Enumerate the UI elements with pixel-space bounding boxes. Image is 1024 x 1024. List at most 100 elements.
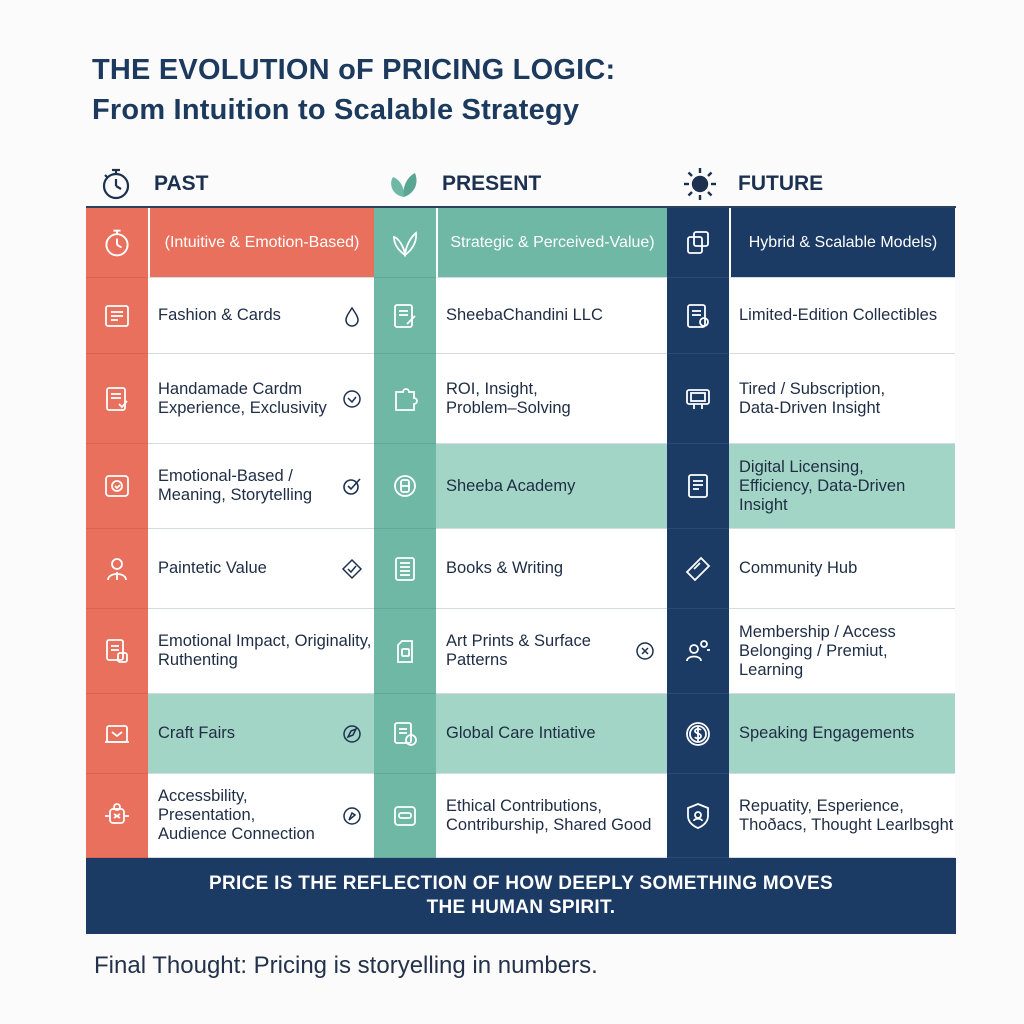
era-header-future: FUTURE <box>680 164 823 204</box>
final-thought: Final Thought: Pricing is storyelling in… <box>94 952 598 979</box>
booth-icon <box>86 694 148 774</box>
era-label-past: PAST <box>154 172 209 195</box>
present-row-7-text: Ethical Contributions, Contriburship, Sha… <box>436 774 667 858</box>
leaf-icon <box>374 208 436 278</box>
future-heading-text: Hybrid & Scalable Models) <box>748 234 938 251</box>
compass-icon <box>340 804 364 828</box>
past-row-4: Paintetic Value <box>86 529 374 609</box>
line: Experience, Exclusivity <box>158 398 327 417</box>
close-circle-icon <box>633 639 657 663</box>
past-row-1-text: Fashion & Cards <box>148 278 374 354</box>
heart-book-icon <box>86 444 148 529</box>
line: Paintetic Value <box>158 559 267 577</box>
present-heading: Strategic & Perceived-Value) <box>436 208 667 278</box>
past-row-2-text: Handamade Cardm Experience, Exclusivity <box>148 354 374 444</box>
line: Patterns <box>446 651 508 669</box>
line: Speaking Engagements <box>739 724 915 742</box>
line: Accessbility, Presentation, <box>158 787 256 824</box>
future-row-7: Repuatity, Esperience, Thoðacs, Thought L… <box>667 774 955 858</box>
line: Tired / Subscription, <box>739 379 886 398</box>
present-row-4-text: Books & Writing <box>436 529 667 609</box>
line: SheebaChandini LLC <box>446 306 603 324</box>
academy-badge-icon <box>374 444 436 529</box>
future-row-6: Speaking Engagements <box>667 694 955 774</box>
era-label-present: PRESENT <box>442 172 542 195</box>
banner-line-2: THE HUMAN SPIRIT. <box>426 897 616 918</box>
present-row-7: Ethical Contributions, Contriburship, Sha… <box>374 774 667 858</box>
line: Fashion & Cards <box>158 306 281 324</box>
present-row-3: Sheeba Academy <box>374 444 667 529</box>
ticket-icon <box>667 529 729 609</box>
line: Ruthenting <box>158 651 238 669</box>
past-row-3: Emotional-Based / Meaning, Storytelling <box>86 444 374 529</box>
line: Repuatity, Esperience, <box>739 796 904 815</box>
past-row-5: Emotional Impact, Originality, Ruthenting <box>86 609 374 694</box>
line: Craft Fairs <box>158 724 236 742</box>
document-pen-icon <box>374 278 436 354</box>
puzzle-icon <box>374 354 436 444</box>
line: Data-Driven Insight <box>739 398 881 417</box>
certificate-icon <box>667 278 729 354</box>
future-row-7-text: Repuatity, Esperience, Thoðacs, Thought L… <box>729 774 955 858</box>
past-row-6-text: Craft Fairs <box>148 694 374 774</box>
past-row-1: Fashion & Cards <box>86 278 374 354</box>
era-header-present: PRESENT <box>384 164 541 204</box>
future-row-4-text: Community Hub <box>729 529 955 609</box>
print-icon <box>374 609 436 694</box>
line: Audience Connection <box>158 825 315 843</box>
card-icon <box>86 354 148 444</box>
shield-icon <box>667 774 729 858</box>
book-icon <box>374 529 436 609</box>
present-row-1-text: SheebaChandini LLC <box>436 278 667 354</box>
drop-icon <box>340 304 364 328</box>
care-icon <box>374 694 436 774</box>
banner-line-1: PRICE IS THE REFLECTION OF HOW DEEPLY SO… <box>209 873 833 894</box>
dollar-icon <box>667 694 729 774</box>
present-row-4: Books & Writing <box>374 529 667 609</box>
check-circle-icon <box>340 387 364 411</box>
license-icon <box>667 444 729 529</box>
future-row-3-text: Digital Licensing, Efficiency, Data-Drive… <box>729 444 955 529</box>
line: Handamade Cardm <box>158 379 302 398</box>
present-row-6: Global Care Intiative <box>374 694 667 774</box>
future-row-3: Digital Licensing, Efficiency, Data-Drive… <box>667 444 955 529</box>
present-row-3-text: Sheeba Academy <box>436 444 667 529</box>
title-line-2: From Intuition to Scalable Strategy <box>92 94 580 126</box>
quote-banner: PRICE IS THE REFLECTION OF HOW DEEPLY SO… <box>86 858 956 934</box>
present-row-5: Art Prints & Surface Patterns <box>374 609 667 694</box>
present-row-6-text: Global Care Intiative <box>436 694 667 774</box>
title-line-1: THE EVOLUTION oF PRICING LOGIC: <box>92 54 616 86</box>
handshake-icon <box>86 774 148 858</box>
line: Digital Licensing, <box>739 457 864 476</box>
era-header-past: PAST <box>96 164 208 204</box>
line: Emotional Impact, Originality, <box>158 632 372 650</box>
past-heading-row: (Intuitive & Emotion-Based) <box>86 208 374 278</box>
era-label-future: FUTURE <box>738 172 824 195</box>
line: Limited-Edition Collectibles <box>739 306 938 324</box>
past-row-7: Accessbility, Presentation, Audience Conn… <box>86 774 374 858</box>
header-divider <box>86 206 956 208</box>
person-icon <box>86 529 148 609</box>
past-heading: (Intuitive & Emotion-Based) <box>148 208 374 278</box>
stopwatch-icon <box>86 208 148 278</box>
present-row-2: ROI, Insight, Problem–Solving <box>374 354 667 444</box>
sun-icon <box>680 164 720 204</box>
line: Efficiency, Data-Driven Insight <box>739 476 906 514</box>
line: Contriburship, Shared Good <box>446 815 652 834</box>
line: Emotional-Based / <box>158 467 293 485</box>
present-row-1: SheebaChandini LLC <box>374 278 667 354</box>
line: Problem–Solving <box>446 398 571 417</box>
future-heading: Hybrid & Scalable Models) <box>729 208 955 278</box>
line: Thoðacs, Thought Learlbsght <box>739 815 954 834</box>
line: Sheeba Academy <box>446 476 576 495</box>
layers-icon <box>667 208 729 278</box>
future-row-2: Tired / Subscription, Data-Driven Insight <box>667 354 955 444</box>
past-row-3-text: Emotional-Based / Meaning, Storytelling <box>148 444 374 529</box>
compass-icon <box>340 722 364 746</box>
clothing-tag-icon <box>86 278 148 354</box>
present-heading-row: Strategic & Perceived-Value) <box>374 208 667 278</box>
line: Ethical Contributions, <box>446 796 602 815</box>
members-icon <box>667 609 729 694</box>
past-row-5-text: Emotional Impact, Originality, Ruthenting <box>148 609 374 694</box>
documents-icon <box>86 609 148 694</box>
